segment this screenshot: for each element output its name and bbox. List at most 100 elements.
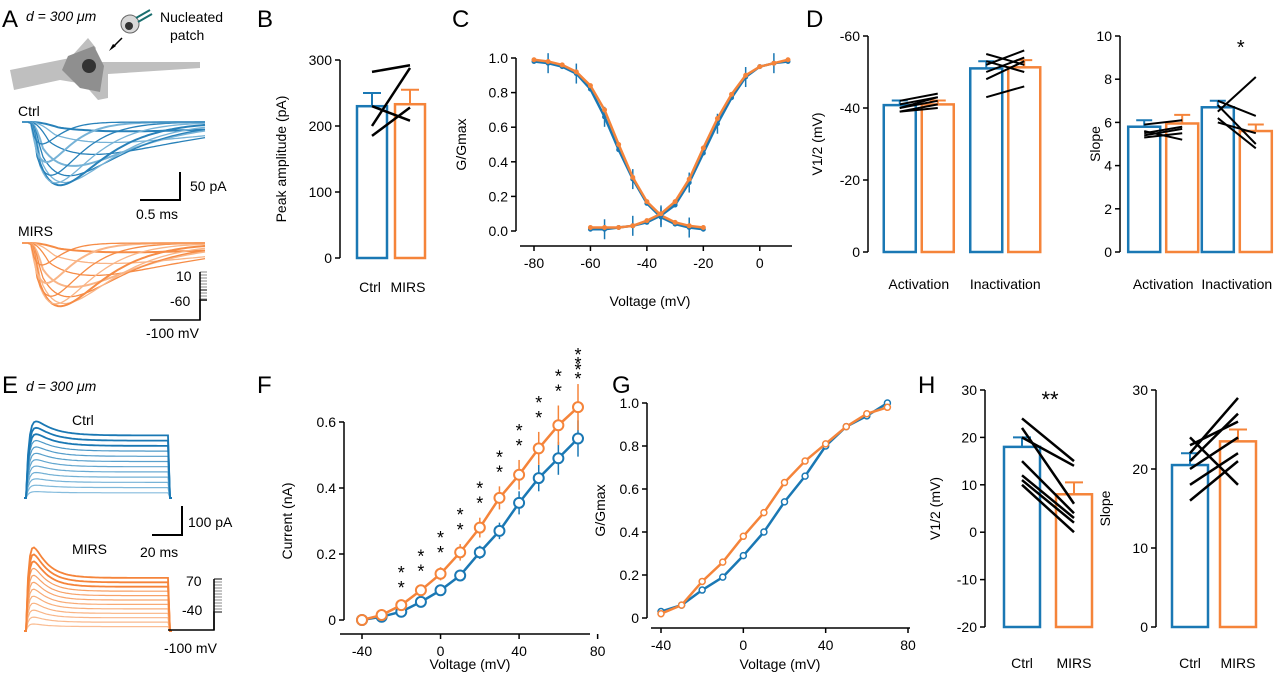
data-point	[760, 528, 768, 536]
data-point	[531, 57, 537, 63]
data-point	[552, 452, 565, 465]
y-axis-label: Peak amplitude (pA)	[273, 96, 289, 223]
current-trace	[24, 546, 172, 632]
significance-marker: *	[574, 369, 581, 389]
data-point	[434, 567, 447, 580]
current-trace	[22, 121, 206, 177]
bar	[920, 103, 956, 254]
y-tick-label: -60	[840, 28, 860, 44]
x-category-label: Inactivation	[1201, 276, 1272, 292]
bar-mirs	[1054, 493, 1094, 629]
y-tick-label: 2	[1104, 201, 1112, 217]
paired-line	[1217, 121, 1257, 135]
paired-line	[1217, 99, 1257, 117]
a-scale-time: 0.5 ms	[136, 206, 178, 222]
x-tick-label: 80	[900, 637, 916, 653]
y-tick-label: 0.8	[489, 85, 509, 101]
e-ctrl-label: Ctrl	[72, 412, 94, 428]
x-category-label: Activation	[1133, 276, 1194, 292]
data-point	[454, 569, 467, 582]
data-point	[780, 498, 789, 506]
y-tick-label: 0.6	[489, 119, 509, 135]
bar	[1238, 129, 1274, 254]
data-point	[532, 472, 545, 485]
a-nucleated-label: Nucleated	[160, 9, 223, 25]
current-trace	[24, 420, 172, 499]
data-point	[630, 174, 636, 180]
y-axis-label: G/Gmax	[592, 484, 608, 536]
x-tick-label: 40	[818, 637, 834, 653]
current-trace	[24, 478, 172, 499]
y-axis-label: G/Gmax	[453, 118, 469, 170]
y-axis-label: Current (nA)	[279, 482, 295, 559]
significance-marker: *	[555, 382, 562, 402]
y-tick-label: 0.4	[620, 524, 640, 540]
data-point	[573, 69, 579, 75]
data-point	[513, 496, 526, 509]
current-trace	[22, 242, 206, 254]
current-trace	[24, 465, 172, 499]
y-tick-label: -10	[957, 572, 977, 588]
x-axis-label: Voltage (mV)	[610, 293, 691, 309]
a-ctrl-label: Ctrl	[18, 103, 40, 119]
y-tick-label: 0	[328, 612, 336, 628]
a-scale-current: 50 pA	[190, 178, 227, 194]
y-tick-label: 200	[309, 118, 333, 134]
paired-line	[1217, 117, 1257, 150]
data-point	[760, 508, 768, 517]
data-point	[743, 72, 749, 78]
series-line	[361, 406, 579, 622]
series-line	[361, 437, 579, 622]
chart-g: 0 0.2 0.4 0.6 0.8 1.0 G/Gmax -40 0 40 80 Voltage (m…	[592, 395, 916, 672]
data-point	[821, 440, 830, 448]
y-tick-label: 10	[961, 477, 977, 493]
y-tick-label: 0	[969, 524, 977, 540]
panel-label-c: C	[452, 6, 469, 33]
data-point	[771, 60, 777, 66]
x-category-label: MIRS	[1221, 655, 1256, 671]
bar	[968, 67, 1004, 254]
paired-line	[1144, 119, 1183, 126]
x-category-label: MIRS	[1057, 655, 1092, 671]
y-tick-label: 0	[852, 244, 860, 260]
x-tick-label: 0	[756, 255, 764, 271]
y-tick-label: 1.0	[620, 395, 640, 411]
bar	[882, 103, 918, 254]
panel-label-e: E	[2, 372, 18, 399]
significance-marker: *	[398, 578, 405, 598]
paired-line	[985, 60, 1025, 81]
chart-d-right: 0 2 4 6 8 10 Slope Activation Inactivation *	[1087, 28, 1274, 292]
significance-marker: *	[398, 563, 405, 583]
current-trace	[22, 242, 206, 298]
significance-marker: *	[476, 494, 483, 514]
data-point	[780, 478, 789, 487]
y-tick-label: 0.4	[317, 480, 337, 496]
current-trace	[24, 602, 172, 632]
data-point	[493, 524, 506, 537]
x-category-label: MIRS	[391, 279, 426, 295]
chart-f: 0 0.2 0.4 0.6 Current (nA) -40 0 40 80 Voltage (m…	[279, 345, 606, 672]
y-tick-label: 100	[309, 184, 333, 200]
current-trace	[22, 242, 205, 266]
a-scale-bar	[140, 172, 181, 201]
panel-label-a: A	[2, 6, 18, 33]
a-step-mid: -60	[170, 293, 190, 309]
significance-marker: **	[1041, 387, 1059, 412]
current-trace	[22, 121, 206, 133]
data-point	[757, 64, 763, 70]
current-trace	[22, 242, 206, 305]
y-tick-label: 20	[961, 429, 977, 445]
current-trace	[24, 623, 172, 632]
paired-line	[985, 56, 1025, 73]
y-tick-label: 8	[1104, 71, 1112, 87]
data-point	[698, 577, 706, 586]
e-distance-label: d = 300 μm	[26, 378, 97, 394]
paired-line	[985, 49, 1025, 66]
e-mirs-label: MIRS	[72, 541, 107, 557]
bar	[1164, 122, 1200, 254]
y-tick-label: 30	[1132, 382, 1148, 398]
x-tick-label: -40	[352, 643, 372, 659]
current-trace	[24, 433, 172, 499]
paired-line	[1021, 474, 1075, 519]
series-line	[660, 401, 889, 613]
